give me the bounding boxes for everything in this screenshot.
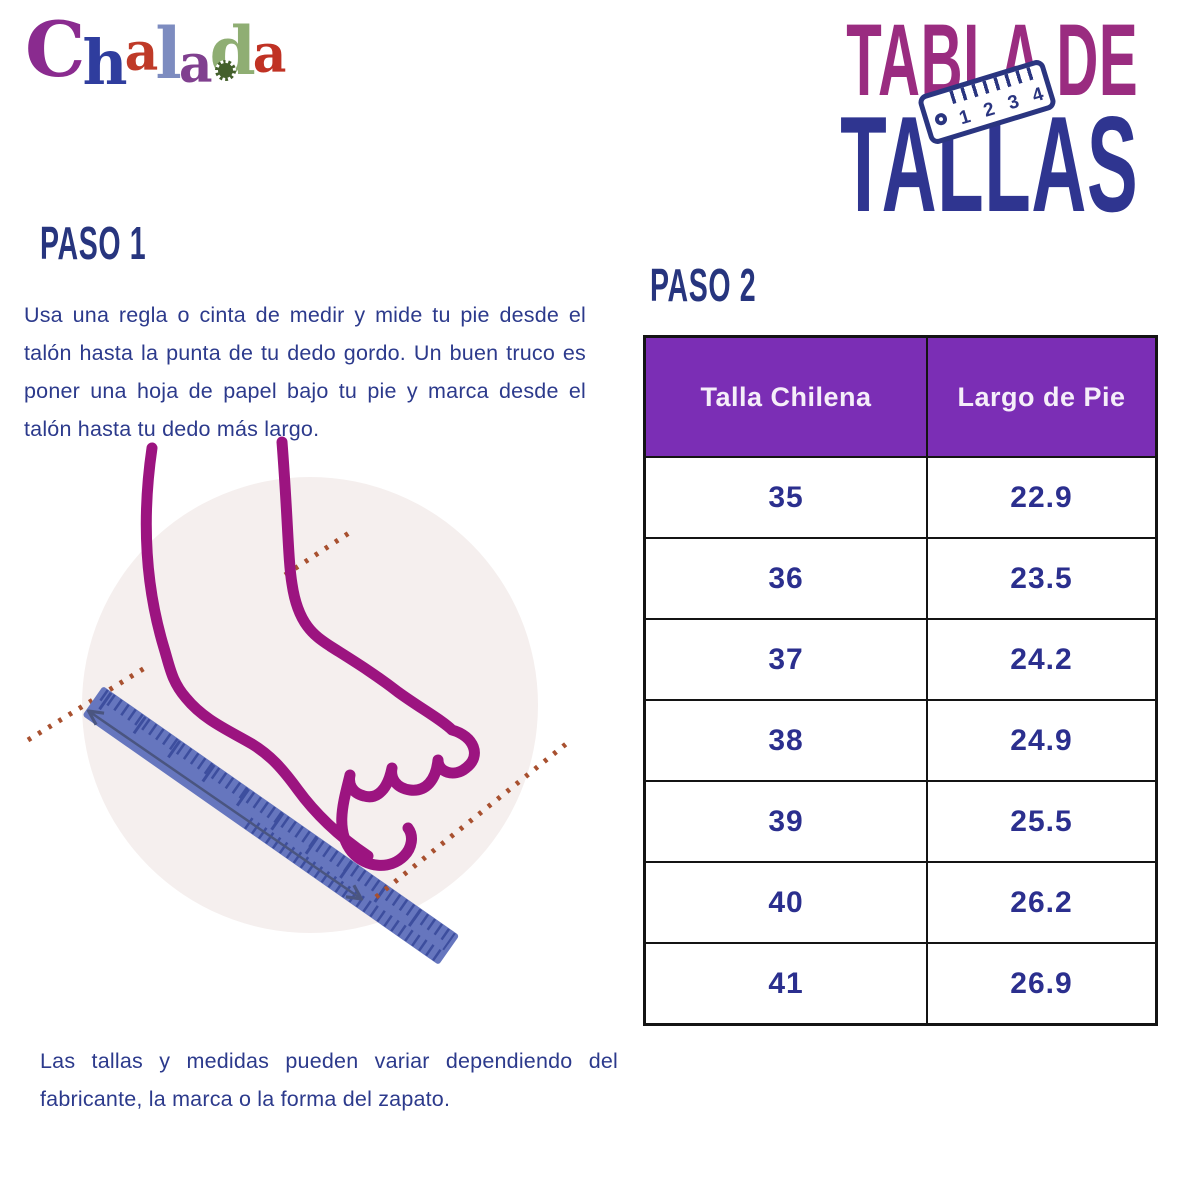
ruler-zero-mark <box>933 111 949 127</box>
table-row: 36 23.5 <box>643 537 1158 620</box>
header-largo-de-pie: Largo de Pie <box>926 335 1158 458</box>
step1-heading-wrap: PASO 1 <box>40 220 211 266</box>
logo-letter: C <box>25 5 85 94</box>
logo-letter: a <box>178 34 213 95</box>
ruler-number: 2 <box>981 98 998 122</box>
talla-value: 35 <box>643 456 928 539</box>
table-row: 37 24.2 <box>643 618 1158 701</box>
talla-value: 39 <box>643 780 928 863</box>
step1-heading: PASO 1 <box>40 217 147 269</box>
step2-heading-wrap: PASO 2 <box>650 262 821 308</box>
largo-value: 24.9 <box>926 699 1158 782</box>
step2-heading: PASO 2 <box>650 259 757 311</box>
foot-measuring-illustration <box>26 436 568 964</box>
foot-outline <box>140 436 480 871</box>
brand-logo: C h a l a d a <box>25 5 287 120</box>
table-row: 40 26.2 <box>643 861 1158 944</box>
step1-instructions: Usa una regla o cinta de medir y mide tu… <box>24 302 586 442</box>
largo-value: 25.5 <box>926 780 1158 863</box>
heel-guide-line <box>26 528 354 743</box>
logo-letter: a <box>252 24 287 85</box>
page-title: TABLA DE TALLAS <box>606 9 1138 232</box>
talla-value: 38 <box>643 699 928 782</box>
table-row: 38 24.9 <box>643 699 1158 782</box>
logo-letter: h <box>82 26 128 99</box>
talla-value: 41 <box>643 942 928 1026</box>
largo-value: 26.2 <box>926 861 1158 944</box>
toe-guide-line <box>374 742 568 899</box>
table-row: 35 22.9 <box>643 456 1158 539</box>
largo-value: 24.2 <box>926 618 1158 701</box>
talla-value: 40 <box>643 861 928 944</box>
size-table-header-row: Talla Chilena Largo de Pie <box>643 335 1158 458</box>
logo-letter: a <box>124 22 159 83</box>
largo-value: 22.9 <box>926 456 1158 539</box>
table-row: 39 25.5 <box>643 780 1158 863</box>
talla-value: 37 <box>643 618 928 701</box>
footnote: Las tallas y medidas pueden variar depen… <box>40 1048 618 1111</box>
header-talla-chilena: Talla Chilena <box>643 335 928 458</box>
ruler-number: 4 <box>1029 83 1047 107</box>
table-row: 41 26.9 <box>643 942 1158 1026</box>
largo-value: 26.9 <box>926 942 1158 1026</box>
talla-value: 36 <box>643 537 928 620</box>
logo-letter: l <box>155 12 182 95</box>
measure-arrow <box>90 712 360 898</box>
logo-flower-icon <box>215 60 236 81</box>
size-table: Talla Chilena Largo de Pie 35 22.9 36 23… <box>643 335 1158 1026</box>
ruler-number: 3 <box>1005 91 1022 115</box>
ruler-number: 1 <box>956 106 974 130</box>
largo-value: 23.5 <box>926 537 1158 620</box>
